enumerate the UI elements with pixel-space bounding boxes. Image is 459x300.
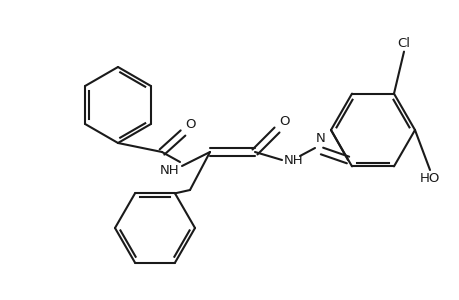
Text: N: N: [315, 132, 325, 145]
Text: NH: NH: [159, 164, 179, 177]
Text: Cl: Cl: [397, 37, 409, 50]
Text: O: O: [185, 118, 195, 131]
Text: O: O: [279, 115, 289, 128]
Text: HO: HO: [419, 172, 439, 185]
Text: NH: NH: [283, 154, 303, 166]
